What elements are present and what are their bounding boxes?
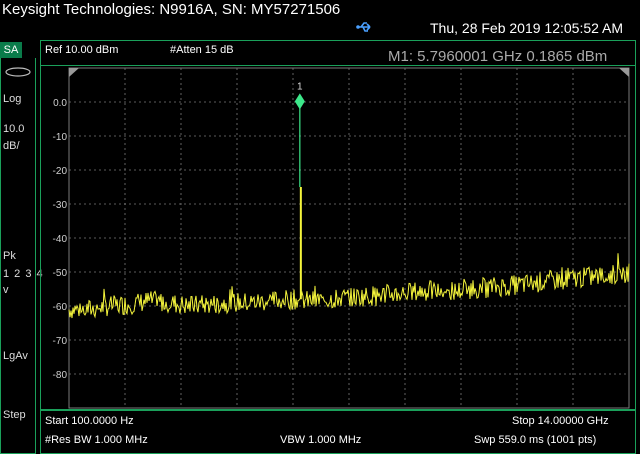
ref-level[interactable]: Ref 10.00 dBm	[45, 44, 119, 56]
trace-layer	[68, 101, 630, 319]
mode-tab[interactable]: SA	[0, 42, 22, 58]
attenuation[interactable]: #Atten 15 dB	[170, 44, 234, 56]
usb-icon	[356, 22, 371, 32]
sweep-time[interactable]: Swp 559.0 ms (1001 pts)	[474, 434, 597, 446]
resolution-bandwidth[interactable]: #Res BW 1.000 MHz	[45, 434, 148, 446]
y-tick-label: -20	[53, 166, 68, 177]
grid-border	[68, 67, 630, 409]
marker-diamond-icon	[294, 93, 305, 110]
step-label[interactable]: Step	[3, 409, 26, 421]
scale-value[interactable]: 10.0	[3, 123, 25, 135]
averaging-mode[interactable]: LgAv	[3, 350, 28, 362]
y-tick-labels: 0.0 -10 -20 -30 -40 -50 -60 -70 -80	[53, 98, 68, 381]
y-tick-label: -30	[53, 200, 68, 211]
y-tick-label: -50	[53, 268, 68, 279]
left-status-panel: Log 10.0 dB/ Pk 1 2 3 4 v LgAv Step	[0, 58, 43, 454]
y-tick-label: -10	[53, 132, 68, 143]
readout-bar	[40, 40, 636, 66]
trace-mode: v	[3, 284, 9, 296]
stop-frequency[interactable]: Stop 14.00000 GHz	[512, 415, 609, 427]
corner-marker-left	[69, 68, 79, 77]
video-bandwidth[interactable]: VBW 1.000 MHz	[280, 434, 362, 446]
instrument-title: Keysight Technologies: N9916A, SN: MY572…	[2, 1, 341, 18]
spectrum-plot[interactable]: 0.0 -10 -20 -30 -40 -50 -60 -70 -80 1	[40, 66, 636, 410]
scale-oval-icon	[5, 67, 31, 77]
plot-frame	[40, 66, 636, 410]
scale-mode[interactable]: Log	[3, 93, 22, 105]
corner-marker-right	[619, 68, 629, 77]
start-frequency[interactable]: Start 100.0000 Hz	[45, 415, 134, 427]
scale-unit: dB/	[3, 140, 20, 152]
marker-number-label: 1	[297, 81, 303, 92]
datetime: Thu, 28 Feb 2019 12:05:52 AM	[430, 20, 624, 36]
spectrum-trace	[68, 253, 630, 319]
y-tick-label: -60	[53, 302, 68, 313]
y-tick-label: -80	[53, 370, 68, 381]
marker-readout: M1: 5.7960001 GHz 0.1865 dBm	[388, 48, 608, 65]
marker-layer: 1	[294, 81, 305, 110]
detector-mode[interactable]: Pk	[3, 250, 16, 262]
y-tick-label: -40	[53, 234, 68, 245]
y-tick-label: -70	[53, 336, 68, 347]
trace-indicators[interactable]: 1 2 3 4	[3, 268, 44, 280]
plot-grid	[68, 67, 630, 409]
y-tick-label: 0.0	[53, 98, 67, 109]
